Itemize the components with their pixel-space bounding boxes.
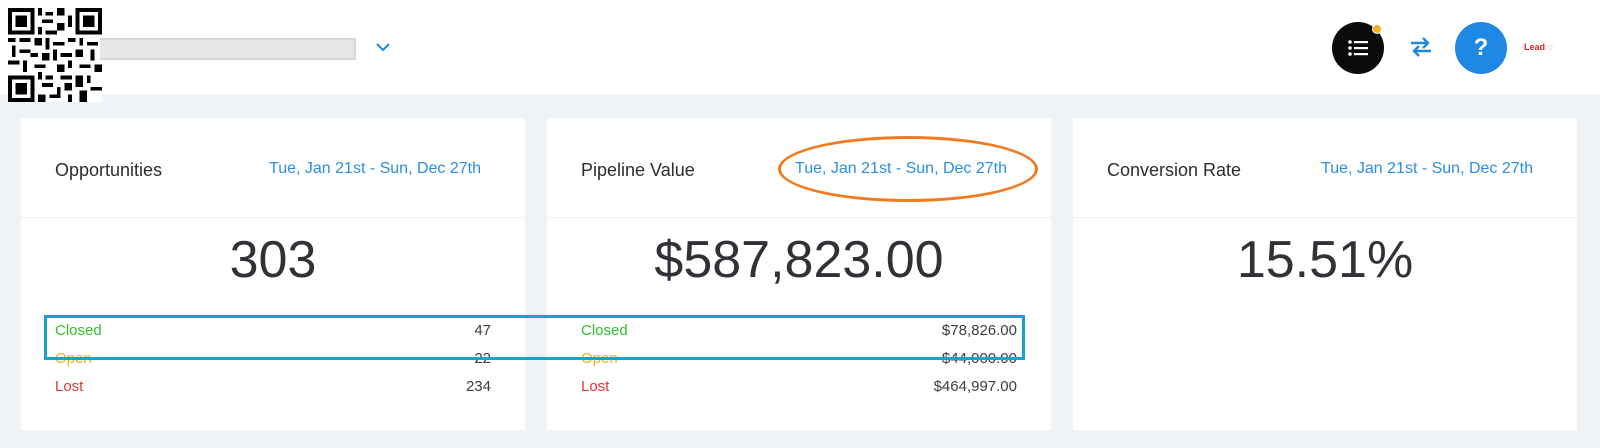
stat-value: $44,000.00	[941, 350, 1017, 367]
top-bar: ? Leadro	[0, 0, 1600, 102]
stat-value: 22	[474, 350, 491, 367]
stat-value: $78,826.00	[941, 322, 1017, 339]
swap-arrows-icon	[1411, 37, 1431, 57]
stat-row-lost: Lost $464,997.00	[581, 378, 1017, 400]
card-title: Opportunities	[55, 160, 163, 180]
switch-account-button[interactable]	[1404, 30, 1438, 64]
stat-row-open: Open $44,000.00	[581, 350, 1017, 372]
conversion-rate-value: 15.51%	[1236, 231, 1414, 289]
pipeline-total: $587,823.00	[654, 231, 944, 289]
date-range-link[interactable]: Tue, Jan 21st - Sun, Dec 27th	[1321, 160, 1533, 177]
stat-row-lost: Lost 234	[55, 378, 491, 400]
conversion-rate-card: Conversion Rate Tue, Jan 21st - Sun, Dec…	[1073, 118, 1577, 430]
card-header: Pipeline Value Tue, Jan 21st - Sun, Dec …	[547, 118, 1051, 218]
stat-label: Lost	[55, 378, 84, 395]
pipeline-value-card: Pipeline Value Tue, Jan 21st - Sun, Dec …	[547, 118, 1051, 430]
card-title: Conversion Rate	[1107, 160, 1242, 180]
notification-dot	[1372, 24, 1382, 34]
date-range-link[interactable]: Tue, Jan 21st - Sun, Dec 27th	[269, 160, 481, 177]
stat-value: $464,997.00	[933, 378, 1017, 395]
card-title: Pipeline Value	[581, 160, 695, 180]
stat-row-closed: Closed 47	[55, 322, 491, 344]
card-header: Opportunities Tue, Jan 21st - Sun, Dec 2…	[21, 118, 525, 218]
brand-logo: Leadro	[1524, 42, 1554, 52]
stat-label: Lost	[581, 378, 610, 395]
stat-value: 47	[474, 322, 491, 339]
opportunities-count: 303	[229, 231, 317, 289]
stat-label: Open	[55, 350, 92, 367]
help-icon: ?	[1473, 34, 1489, 61]
stat-row-closed: Closed $78,826.00	[581, 322, 1017, 344]
date-range-link[interactable]: Tue, Jan 21st - Sun, Dec 27th	[795, 160, 1007, 177]
stat-label: Closed	[55, 322, 102, 339]
qr-code-icon	[8, 8, 102, 102]
stat-row-open: Open 22	[55, 350, 491, 372]
help-button[interactable]: ?	[1455, 22, 1507, 74]
chevron-down-icon[interactable]	[374, 38, 392, 56]
stat-value: 234	[465, 378, 491, 395]
stat-label: Open	[581, 350, 618, 367]
opportunities-card: Opportunities Tue, Jan 21st - Sun, Dec 2…	[21, 118, 525, 430]
stat-label: Closed	[581, 322, 628, 339]
card-header: Conversion Rate Tue, Jan 21st - Sun, Dec…	[1073, 118, 1577, 218]
location-selector-bar[interactable]	[100, 38, 356, 60]
list-icon	[1348, 40, 1368, 56]
